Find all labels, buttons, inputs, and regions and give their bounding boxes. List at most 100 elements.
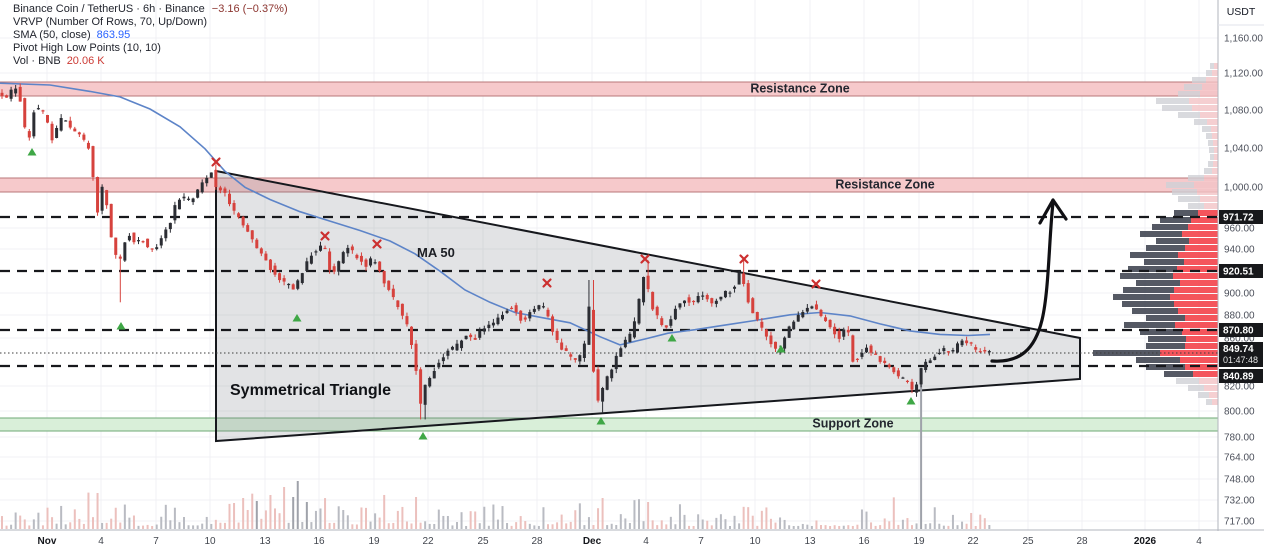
- volume-bar: [587, 517, 590, 529]
- volume-profile-down-bar: [1170, 294, 1218, 300]
- candle: [123, 242, 127, 261]
- price-badge-label: 920.51: [1223, 267, 1254, 278]
- time-tick-label: 13: [804, 536, 816, 547]
- volume-bar: [128, 517, 131, 529]
- volume-profile-down-bar: [1214, 63, 1218, 69]
- volume-bar: [965, 523, 968, 529]
- volume-bar: [483, 506, 486, 529]
- volume-bar: [424, 521, 427, 529]
- candle: [191, 198, 195, 203]
- volume-bar: [970, 512, 973, 529]
- volume-bar: [251, 493, 254, 529]
- volume-bar: [287, 522, 290, 529]
- time-tick-label: 19: [913, 536, 925, 547]
- price-tick-label: 860.00: [1224, 334, 1255, 345]
- volume-bar: [501, 506, 504, 529]
- candle: [268, 259, 272, 270]
- breakout-arrow: [990, 201, 1055, 363]
- volume-bar: [137, 525, 140, 529]
- volume-bar: [437, 509, 440, 529]
- volume-profile-up-bar: [1122, 301, 1174, 307]
- volume-bar: [219, 522, 222, 529]
- volume-profile-down-bar: [1189, 98, 1218, 104]
- indicator-row-pivot[interactable]: Pivot High Low Points (10, 10): [13, 42, 288, 55]
- volume-bar: [638, 499, 640, 529]
- volume-bar: [947, 525, 950, 529]
- time-tick-label: Nov: [38, 536, 57, 547]
- candle: [23, 98, 27, 128]
- candle: [960, 340, 964, 346]
- volume-profile-up-bar: [1206, 399, 1212, 405]
- candle: [319, 245, 322, 251]
- time-tick-label: 22: [967, 536, 979, 547]
- volume-bar: [619, 514, 622, 529]
- volume-bar: [487, 525, 490, 529]
- indicator-row-volume[interactable]: Vol · BNB 20.06 K: [13, 55, 288, 68]
- volume-bar: [524, 521, 527, 529]
- volume-bar: [697, 514, 700, 529]
- volume-profile-down-bar: [1198, 210, 1218, 216]
- volume-profile-down-bar: [1188, 224, 1218, 230]
- volume-bar: [956, 525, 959, 529]
- volume-bar: [647, 502, 650, 529]
- candle: [9, 89, 13, 99]
- candle: [860, 352, 864, 357]
- candle: [14, 88, 18, 94]
- candle: [482, 328, 486, 332]
- volume-bar: [442, 515, 445, 529]
- volume-bar: [583, 525, 586, 529]
- candle: [73, 128, 77, 132]
- volume-bar: [774, 522, 777, 529]
- candle: [209, 172, 213, 178]
- candle: [787, 326, 791, 338]
- volume-bar: [337, 506, 340, 529]
- candle: [905, 380, 909, 382]
- volume-profile-down-bar: [1178, 308, 1218, 314]
- candle: [478, 330, 482, 338]
- candle: [32, 112, 36, 137]
- candle: [760, 321, 764, 328]
- candle: [373, 262, 377, 264]
- volume-bar: [606, 525, 609, 529]
- candle: [464, 335, 468, 340]
- volume-profile-down-bar: [1212, 168, 1218, 174]
- symmetrical-triangle-shape: [215, 169, 1081, 443]
- candle: [528, 312, 532, 319]
- candle: [314, 251, 318, 253]
- volume-bar: [574, 510, 577, 529]
- price-badge: [1219, 210, 1263, 224]
- candle: [774, 341, 777, 349]
- volume-bar: [838, 525, 841, 529]
- volume-bar: [715, 517, 718, 529]
- time-axis-background[interactable]: [0, 531, 1264, 549]
- indicator-row-vrvp[interactable]: VRVP (Number Of Rows, 70, Up/Down): [13, 16, 288, 29]
- symbol-legend-row[interactable]: Binance Coin / TetherUS · 6h · Binance −3…: [13, 3, 288, 16]
- volume-bar: [656, 525, 659, 529]
- candle: [846, 329, 850, 333]
- volume-bar: [537, 525, 540, 529]
- volume-profile-down-bar: [1214, 147, 1218, 153]
- volume-bar: [888, 521, 891, 529]
- candle: [892, 367, 896, 373]
- volume-bar: [824, 525, 827, 529]
- volume-bar: [223, 522, 226, 529]
- volume-bar: [419, 522, 422, 529]
- indicator-row-sma[interactable]: SMA (50, close) 863.95: [13, 29, 288, 42]
- pivot-high-x-icon: [640, 254, 650, 264]
- candle: [18, 86, 22, 102]
- volume-bar: [292, 497, 295, 529]
- candle: [378, 261, 382, 271]
- candle: [428, 378, 432, 387]
- candle: [673, 308, 677, 320]
- candle: [842, 329, 846, 337]
- candle: [323, 247, 327, 250]
- volume-bar: [246, 509, 249, 529]
- candle: [91, 146, 95, 177]
- candle: [77, 132, 81, 135]
- volume-bar: [324, 498, 327, 529]
- volume-bar: [879, 525, 882, 529]
- volume-profile-down-bar: [1213, 140, 1218, 146]
- volume-profile-down-bar: [1193, 371, 1218, 377]
- pivot-high-x-icon: [372, 239, 382, 249]
